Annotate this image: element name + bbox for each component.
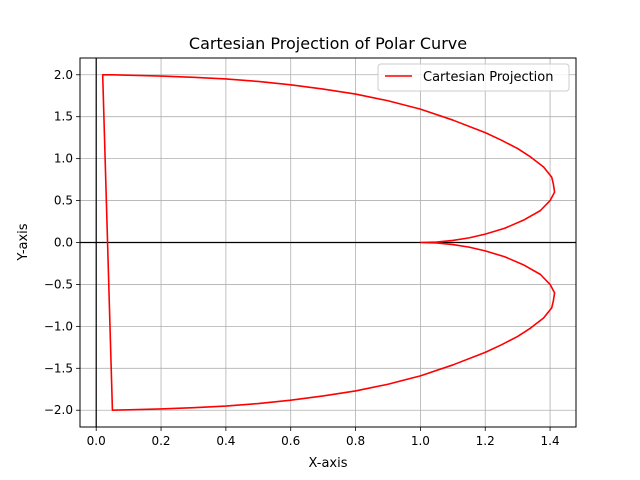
y-tick-label: −2.0 [44,403,73,417]
y-tick-label: 1.0 [54,152,73,166]
x-tick-label: 0.8 [346,434,365,448]
x-axis-label: X-axis [309,456,348,471]
x-ticks: 0.0 0.2 0.4 0.6 0.8 1.0 1.2 1.4 [87,427,560,448]
x-tick-label: 1.2 [476,434,495,448]
x-tick-label: 1.4 [541,434,560,448]
y-axis-label: Y-axis [16,223,31,261]
legend-box [377,63,570,92]
y-tick-label: −0.5 [44,277,73,291]
series-line [101,73,556,412]
chart-title: Cartesian Projection of Polar Curve [189,34,467,53]
x-tick-label: 0.6 [281,434,300,448]
y-tick-label: 0.0 [54,236,73,250]
y-tick-label: 0.5 [54,194,73,208]
y-tick-label: 1.5 [54,110,73,124]
x-tick-label: 0.4 [216,434,235,448]
series-layer [101,73,556,412]
y-tick-label: 2.0 [54,68,73,82]
grid [80,58,576,427]
y-ticks: −2.0 −1.5 −1.0 −0.5 0.0 0.5 1.0 1.5 2.0 [44,68,80,417]
legend-label: Cartesian Projection [423,70,554,85]
y-tick-label: −1.0 [44,319,73,333]
legend: Cartesian Projection [377,63,570,92]
y-tick-label: −1.5 [44,361,73,375]
reference-lines [80,58,576,427]
x-tick-label: 1.0 [411,434,430,448]
x-tick-label: 0.0 [87,434,106,448]
x-tick-label: 0.2 [151,434,170,448]
